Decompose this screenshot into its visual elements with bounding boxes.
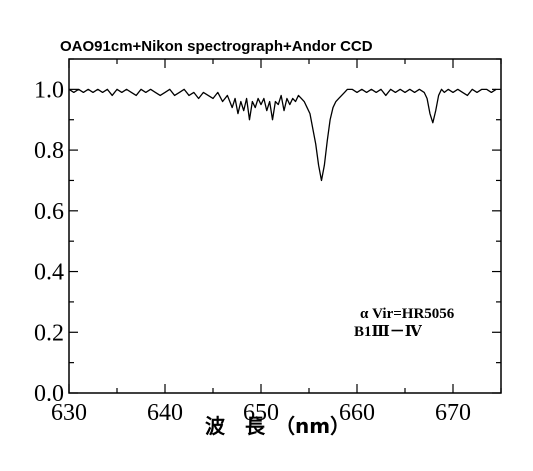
y-tick-label: 0.4 bbox=[34, 260, 64, 286]
chart-title: OAO91cm+Nikon spectrograph+Andor CCD bbox=[60, 38, 373, 55]
x-tick-label: 630 bbox=[51, 400, 87, 426]
x-tick-label: 650 bbox=[243, 400, 279, 426]
x-axis-tick-labels: 630 640 650 660 670 bbox=[51, 400, 471, 426]
y-tick-label: 0.6 bbox=[34, 199, 64, 225]
x-axis-label: 波 長 （nm） bbox=[205, 414, 350, 438]
y-tick-label: 0.8 bbox=[34, 138, 64, 164]
spectral-type-annotation: B1Ⅲ－Ⅳ bbox=[354, 324, 423, 340]
star-name-annotation: α Vir=HR5056 bbox=[360, 306, 455, 322]
x-tick-label: 670 bbox=[435, 400, 471, 426]
plot-frame bbox=[68, 58, 502, 394]
y-tick-label: 0.2 bbox=[34, 320, 64, 346]
y-tick-label: 0.0 bbox=[34, 381, 64, 407]
x-tick-label: 660 bbox=[339, 400, 375, 426]
y-tick-label: 1.0 bbox=[34, 77, 64, 103]
y-axis-tick-labels: 0.0 0.2 0.4 0.6 0.8 1.0 bbox=[34, 77, 64, 407]
spectrum-series-line bbox=[68, 88, 497, 182]
y-axis-ticks bbox=[69, 58, 501, 394]
x-axis-ticks bbox=[68, 59, 502, 393]
x-tick-label: 640 bbox=[147, 400, 183, 426]
